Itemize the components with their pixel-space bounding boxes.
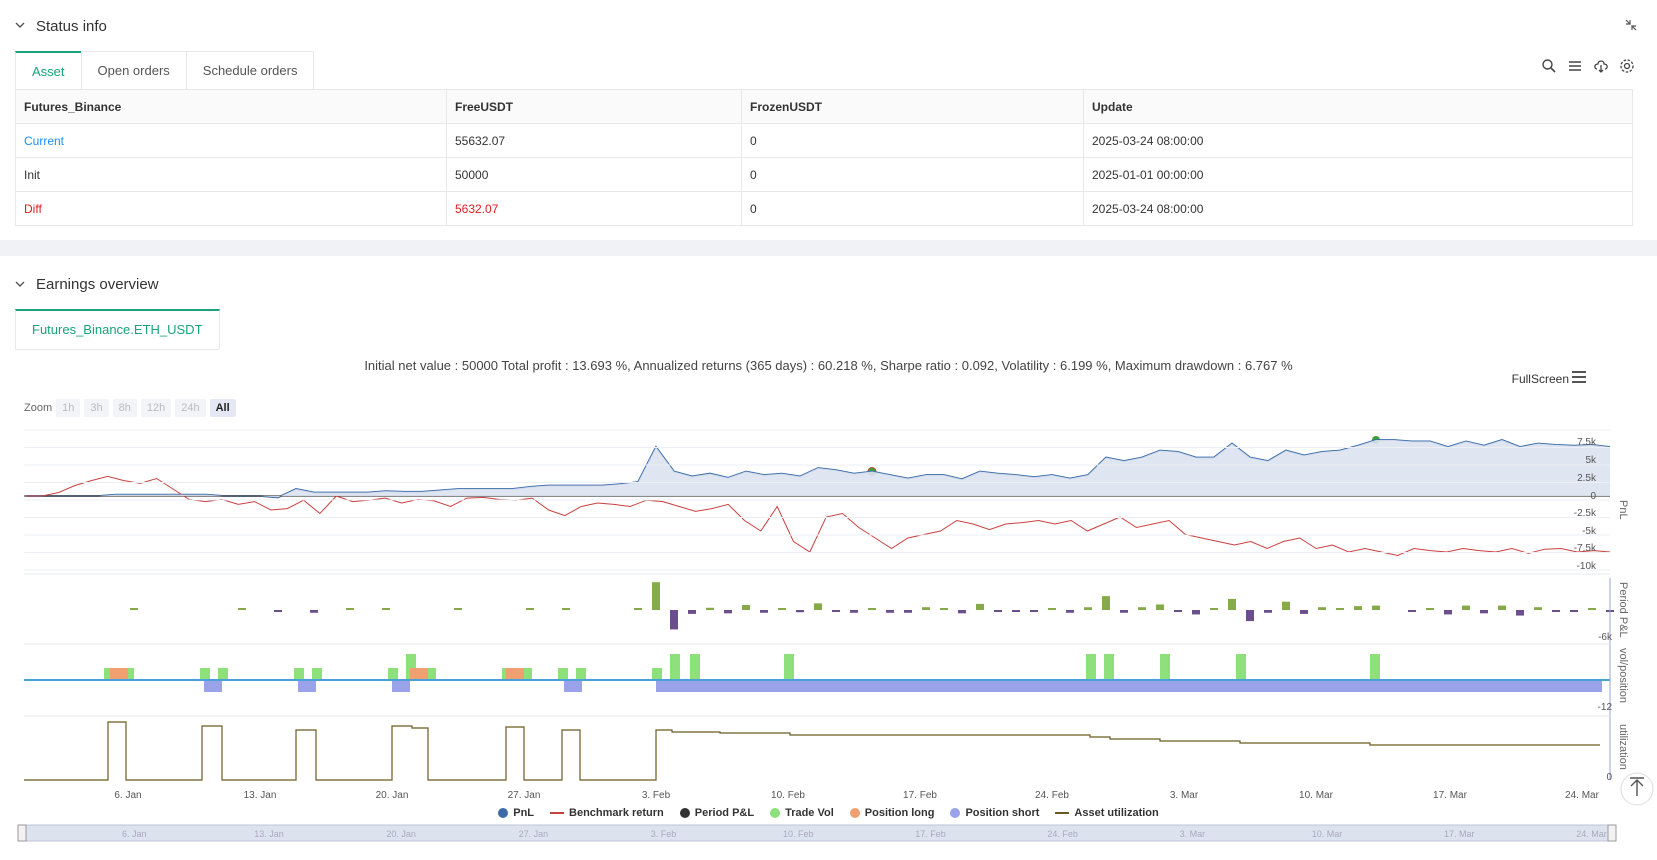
- gear-icon[interactable]: [1619, 58, 1635, 74]
- table-cell: 55632.07: [446, 123, 742, 158]
- table-row: Init 50000 0 2025-01-01 00:00:00: [15, 157, 1633, 192]
- zoom-12h-button[interactable]: 12h: [140, 399, 172, 417]
- row-label-current[interactable]: Current: [15, 123, 447, 158]
- list-icon[interactable]: [1567, 58, 1583, 74]
- table-cell: 2025-03-24 08:00:00: [1083, 123, 1633, 158]
- tab-open-orders[interactable]: Open orders: [80, 51, 187, 90]
- legend-marker: [950, 808, 961, 818]
- row-label-diff: Diff: [15, 191, 447, 226]
- zoom-8h-button[interactable]: 8h: [112, 399, 137, 417]
- table-cell: 0: [741, 191, 1084, 226]
- status-info-panel: Status info Asset Open orders Schedule o…: [0, 0, 1657, 240]
- column-header: Futures_Binance: [15, 89, 447, 124]
- search-icon[interactable]: [1541, 58, 1557, 74]
- chevron-down-icon[interactable]: [14, 278, 26, 290]
- cloud-download-icon[interactable]: [1593, 58, 1609, 74]
- zoom-3h-button[interactable]: 3h: [84, 399, 109, 417]
- table-row: Diff 5632.07 0 2025-03-24 08:00:00: [15, 191, 1633, 226]
- table-cell: 2025-03-24 08:00:00: [1083, 191, 1633, 226]
- table-toolbar: [1541, 58, 1635, 74]
- collapse-icon[interactable]: [1625, 19, 1637, 31]
- column-header: FreeUSDT: [446, 89, 742, 124]
- table-row: Current 55632.07 0 2025-03-24 08:00:00: [15, 123, 1633, 158]
- tab-futures-binance-eth-usdt[interactable]: Futures_Binance.ETH_USDT: [15, 309, 220, 349]
- table-cell: 0: [741, 123, 1084, 158]
- legend-marker: [679, 808, 690, 818]
- chart-menu-icon[interactable]: [1571, 370, 1587, 384]
- legend-marker: [498, 808, 509, 818]
- status-info-title: Status info: [36, 18, 107, 35]
- fullscreen-button[interactable]: FullScreen: [1511, 372, 1569, 386]
- chevron-down-icon[interactable]: [14, 19, 26, 31]
- zoom-controls: Zoom 1h 3h 8h 12h 24h All: [24, 399, 236, 417]
- earnings-overview-panel: Earnings overview Futures_Binance.ETH_US…: [0, 256, 1657, 860]
- zoom-label: Zoom: [24, 402, 53, 414]
- legend-item-benchmark[interactable]: Benchmark return: [550, 807, 664, 819]
- legend-item-pnl[interactable]: PnL: [498, 807, 534, 819]
- zoom-1h-button[interactable]: 1h: [56, 399, 81, 417]
- earnings-overview-title: Earnings overview: [36, 276, 159, 293]
- legend-marker: [550, 812, 565, 814]
- status-tabs: Asset Open orders Schedule orders: [15, 51, 315, 92]
- zoom-all-button[interactable]: All: [209, 399, 236, 417]
- table-cell: 0: [741, 157, 1084, 192]
- legend-item-asset-utilization[interactable]: Asset utilization: [1055, 807, 1159, 819]
- table-header-row: Futures_Binance FreeUSDT FrozenUSDT Upda…: [15, 89, 1633, 124]
- table-cell: 5632.07: [446, 191, 742, 226]
- tab-schedule-orders[interactable]: Schedule orders: [185, 51, 315, 90]
- legend-item-position-short[interactable]: Position short: [950, 807, 1039, 819]
- column-header: Update: [1083, 89, 1633, 124]
- tab-asset[interactable]: Asset: [15, 51, 82, 91]
- table-cell: 2025-01-01 00:00:00: [1083, 157, 1633, 192]
- earnings-tabs: Futures_Binance.ETH_USDT: [15, 309, 220, 350]
- table-cell: 50000: [446, 157, 742, 192]
- legend-item-trade-vol[interactable]: Trade Vol: [770, 807, 834, 819]
- legend-item-period-pnl[interactable]: Period P&L: [679, 807, 754, 819]
- column-header: FrozenUSDT: [741, 89, 1084, 124]
- chart-legend: PnL Benchmark return Period P&L Trade Vo…: [0, 807, 1657, 819]
- legend-marker: [849, 808, 860, 818]
- row-label-init: Init: [15, 157, 447, 192]
- legend-item-position-long[interactable]: Position long: [849, 807, 934, 819]
- performance-summary: Initial net value : 50000 Total profit :…: [364, 358, 1293, 373]
- legend-marker: [770, 808, 781, 818]
- zoom-24h-button[interactable]: 24h: [175, 399, 206, 417]
- legend-marker: [1055, 812, 1070, 814]
- asset-table: Futures_Binance FreeUSDT FrozenUSDT Upda…: [15, 89, 1633, 226]
